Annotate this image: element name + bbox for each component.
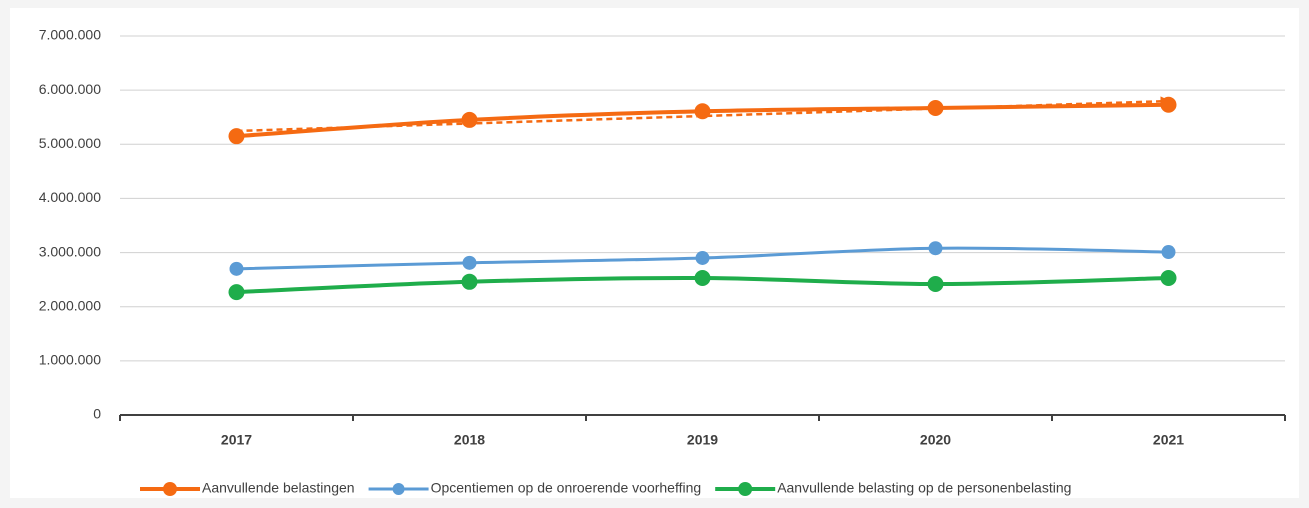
y-tick-label: 2.000.000 — [39, 297, 101, 313]
data-point — [694, 270, 711, 287]
data-point — [1160, 96, 1177, 113]
trendline — [236, 96, 1171, 133]
data-point — [927, 100, 944, 117]
data-point — [694, 103, 711, 120]
legend-label: Opcentiemen op de onroerende voorheffing — [431, 480, 702, 496]
y-tick-label: 5.000.000 — [39, 135, 101, 151]
x-tick-label: 2020 — [920, 432, 951, 448]
legend-marker — [738, 482, 753, 496]
data-point — [462, 255, 477, 270]
legend-label: Aanvullende belastingen — [202, 480, 355, 496]
y-tick-label: 6.000.000 — [39, 81, 101, 97]
y-tick-label: 4.000.000 — [39, 189, 101, 205]
y-tick-label: 3.000.000 — [39, 243, 101, 259]
data-point — [928, 241, 943, 256]
data-point — [927, 275, 944, 292]
data-point — [461, 111, 478, 128]
x-tick-label: 2021 — [1153, 432, 1184, 448]
data-point — [1160, 270, 1177, 287]
legend-marker — [163, 482, 177, 496]
data-point — [695, 250, 710, 265]
legend-label: Aanvullende belasting op de personenbela… — [777, 480, 1071, 496]
x-tick-label: 2019 — [687, 432, 718, 448]
data-point — [229, 261, 244, 276]
legend-marker — [392, 483, 405, 495]
data-point — [228, 128, 245, 145]
y-tick-label: 0 — [93, 406, 101, 422]
y-tick-label: 7.000.000 — [39, 27, 101, 43]
data-point — [1161, 245, 1176, 260]
data-point — [228, 284, 245, 301]
data-point — [461, 273, 478, 290]
y-tick-label: 1.000.000 — [39, 352, 101, 368]
x-tick-label: 2018 — [454, 432, 485, 448]
x-tick-label: 2017 — [221, 432, 252, 448]
